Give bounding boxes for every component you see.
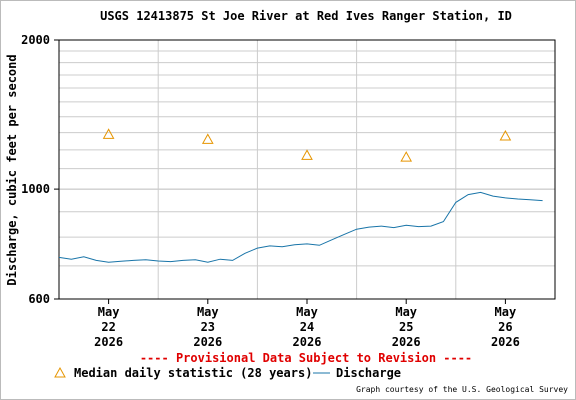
plot-border	[58, 39, 556, 300]
discharge-line	[58, 191, 543, 263]
legend-marker	[54, 366, 66, 378]
provisional-note: ---- Provisional Data Subject to Revisio…	[140, 351, 472, 365]
x-tick-label: May 24 2026	[293, 305, 322, 349]
legend-label: Discharge	[336, 366, 401, 380]
median-marker	[301, 149, 313, 160]
x-tick-label: May 23 2026	[193, 305, 222, 349]
x-tick-label: May 25 2026	[392, 305, 421, 349]
y-tick-label: 600	[28, 292, 50, 306]
x-tick-label: May 26 2026	[491, 305, 520, 349]
y-tick-label: 1000	[21, 182, 50, 196]
median-marker	[102, 128, 115, 139]
y-axis-label: Discharge, cubic feet per second	[5, 54, 19, 285]
y-tick-label: 2000	[21, 33, 50, 47]
legend-label: Median daily statistic (28 years)	[74, 366, 312, 380]
x-tick-label: May 22 2026	[94, 305, 123, 349]
credit: Graph courtesy of the U.S. Geological Su…	[356, 385, 568, 394]
chart-title: USGS 12413875 St Joe River at Red Ives R…	[100, 9, 512, 23]
median-marker	[400, 151, 413, 162]
median-marker	[499, 129, 512, 141]
median-marker	[201, 133, 214, 144]
